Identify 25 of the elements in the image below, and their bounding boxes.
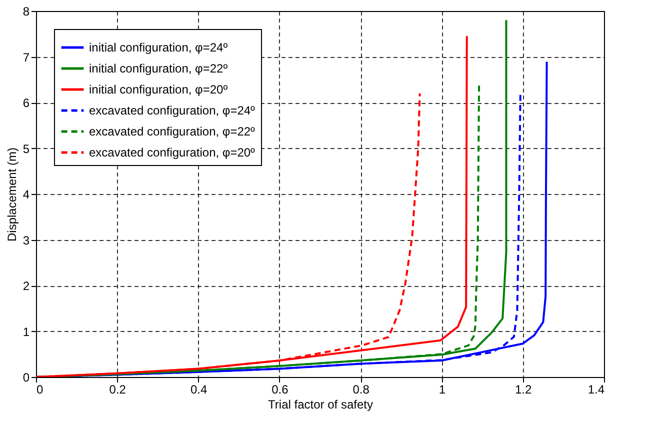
y-tick-label: 1: [22, 324, 30, 339]
x-tick-label: 1.2: [515, 382, 532, 396]
y-tick-label: 5: [22, 142, 30, 156]
y-tick-label: 0: [22, 370, 30, 384]
legend-label: excavated configuration, φ=20º: [89, 146, 256, 160]
x-tick-label: 0.8: [352, 382, 370, 396]
legend-label: initial configuration, φ=24º: [89, 40, 228, 54]
y-tick-label: 7: [22, 50, 30, 64]
x-tick-label: 0.6: [272, 382, 289, 396]
x-axis-title: Trial factor of safety: [268, 398, 373, 412]
y-tick-label: 4: [22, 188, 30, 202]
y-tick-label: 2: [22, 279, 30, 293]
y-tick-label: 3: [22, 233, 30, 248]
x-tick-label: 0: [36, 382, 44, 396]
x-tick-label: 1: [438, 382, 446, 396]
legend-label: initial configuration, φ=20º: [89, 82, 228, 96]
legend-label: excavated configuration, φ=24º: [89, 104, 256, 118]
legend-label: excavated configuration, φ=22º: [89, 124, 256, 138]
x-tick-label: 1.4: [588, 382, 605, 396]
y-tick-label: 8: [22, 4, 30, 18]
y-axis-title: Displacement (m): [4, 147, 19, 242]
legend-label: initial configuration, φ=22º: [89, 62, 228, 76]
y-tick-label: 6: [22, 96, 30, 110]
x-tick-label: 0.2: [109, 382, 126, 396]
x-tick-label: 0.4: [190, 382, 208, 396]
